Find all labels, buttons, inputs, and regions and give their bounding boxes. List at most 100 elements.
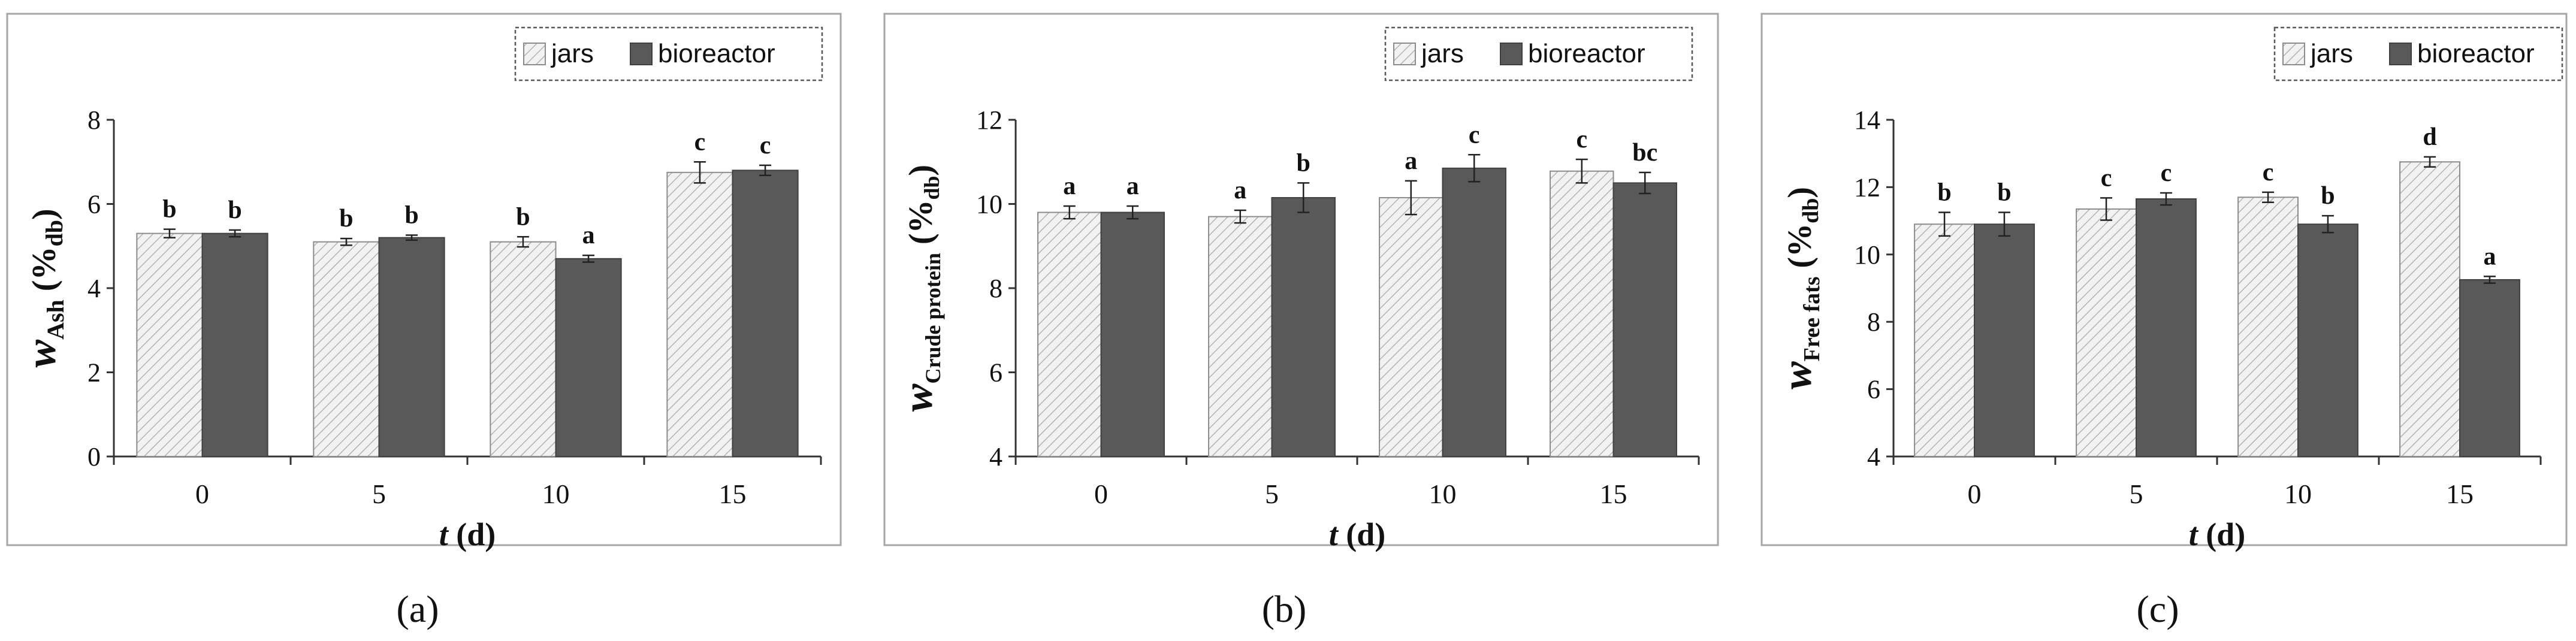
legend-swatch-jars — [523, 43, 546, 65]
bar-jars-0 — [136, 232, 203, 457]
y-tick-label: 8 — [1867, 307, 1880, 337]
significance-letter-jars-10: a — [1405, 147, 1417, 175]
y-axis-title-symbol: w — [895, 383, 941, 412]
x-axis-title: t (d) — [439, 516, 496, 552]
significance-letter-jars-15: c — [1576, 126, 1587, 153]
y-axis-title-unit-open: (% — [902, 200, 940, 253]
significance-letter-jars-10: c — [2263, 159, 2274, 186]
significance-letter-bioreactor-10: a — [582, 222, 595, 249]
chart-panel-c: jars bioreactor 4 6 8 10 12 14 0 b b 5 c c 10 c b 15 d a t (… — [1760, 13, 2568, 630]
legend: jars bioreactor — [2273, 26, 2563, 81]
bar-jars-10 — [490, 241, 557, 457]
significance-letter-bioreactor-5: b — [1297, 149, 1310, 177]
y-axis-title-unit-close: ) — [26, 208, 63, 220]
legend-label-bioreactor: bioreactor — [658, 39, 775, 68]
y-axis-title-subscript: Ash — [42, 300, 69, 340]
significance-letter-bioreactor-0: b — [1997, 179, 2011, 207]
x-tick-label: 5 — [2130, 479, 2143, 509]
bar-jars-0 — [1037, 211, 1102, 457]
y-tick-label: 6 — [989, 358, 1002, 388]
bar-bioreactor-0 — [1100, 211, 1165, 457]
bar-jars-15 — [1550, 170, 1614, 457]
significance-letter-jars-5: a — [1234, 177, 1246, 204]
bar-bioreactor-10 — [2297, 223, 2358, 457]
significance-letter-bioreactor-15: a — [2483, 243, 2496, 270]
y-tick-label: 12 — [1854, 173, 1880, 202]
x-axis-title-symbol: t — [439, 516, 449, 552]
significance-letter-jars-5: c — [2101, 164, 2112, 192]
significance-letter-jars-0: b — [1937, 179, 1951, 207]
y-axis-title: wFree fats (%db) — [1774, 187, 1825, 389]
y-tick-label: 10 — [976, 190, 1002, 219]
panel-caption: (a) — [396, 588, 439, 630]
significance-letter-bioreactor-5: b — [404, 201, 418, 229]
legend-label-jars: jars — [2309, 39, 2353, 68]
y-tick-label: 4 — [87, 274, 101, 303]
x-tick-label: 5 — [1265, 479, 1279, 509]
y-axis-title-symbol: w — [19, 340, 65, 368]
x-tick-label: 10 — [1429, 479, 1457, 509]
y-axis-title-unit-subscript: db — [920, 176, 944, 199]
significance-letter-bioreactor-0: a — [1127, 173, 1139, 200]
bar-bioreactor-0 — [201, 232, 268, 457]
x-axis-title-unit: (d) — [2198, 516, 2246, 552]
bar-bioreactor-5 — [2136, 198, 2197, 457]
y-tick-label: 6 — [1867, 375, 1880, 404]
y-tick-label: 8 — [87, 105, 101, 135]
y-axis-title-symbol: w — [1774, 361, 1820, 389]
y-tick-label: 2 — [87, 358, 101, 388]
legend-label-bioreactor: bioreactor — [1528, 39, 1645, 68]
legend-swatch-jars — [2282, 43, 2305, 65]
bar-bioreactor-5 — [1271, 196, 1336, 457]
panel-caption: (c) — [2136, 588, 2179, 630]
y-axis-title: wAsh (%db) — [19, 208, 69, 367]
y-axis-title-unit-open: (% — [1781, 223, 1819, 277]
significance-letter-bioreactor-10: c — [1469, 121, 1480, 149]
x-axis-title-symbol: t — [2189, 516, 2199, 552]
bar-bioreactor-10 — [1442, 167, 1506, 457]
bar-jars-15 — [666, 171, 733, 457]
y-tick-label: 4 — [989, 442, 1002, 471]
y-tick-label: 0 — [87, 442, 101, 471]
bar-bioreactor-15 — [732, 170, 799, 457]
y-axis-title-unit-open: (% — [26, 247, 63, 300]
legend-box — [514, 26, 823, 81]
panel-caption: (b) — [1262, 588, 1307, 630]
x-tick-label: 5 — [372, 479, 386, 509]
significance-letter-jars-10: b — [516, 203, 530, 231]
y-tick-label: 4 — [1867, 442, 1880, 471]
y-tick-label: 14 — [1854, 105, 1880, 135]
x-tick-label: 15 — [2446, 479, 2474, 509]
bar-jars-5 — [2076, 208, 2137, 457]
bar-jars-5 — [313, 241, 380, 457]
x-axis-title-symbol: t — [1329, 516, 1339, 552]
bar-jars-5 — [1208, 216, 1273, 457]
legend-label-jars: jars — [550, 39, 594, 68]
bar-bioreactor-5 — [378, 237, 445, 457]
legend-swatch-bioreactor — [2389, 43, 2412, 65]
x-tick-label: 15 — [719, 479, 747, 509]
bar-jars-10 — [2237, 196, 2299, 457]
legend-box — [1384, 26, 1693, 81]
bar-bioreactor-0 — [1974, 223, 2035, 457]
significance-letter-jars-0: a — [1063, 173, 1076, 200]
x-tick-label: 0 — [1968, 479, 1982, 509]
y-axis-title-subscript: Free fats — [1799, 277, 1825, 362]
significance-letter-bioreactor-10: b — [2321, 182, 2335, 210]
significance-letter-bioreactor-0: b — [228, 196, 241, 224]
legend-swatch-bioreactor — [1500, 43, 1523, 65]
x-tick-label: 0 — [1094, 479, 1108, 509]
x-axis-title-unit: (d) — [448, 516, 496, 552]
chart-panel-b: jars bioreactor 4 6 8 10 12 0 a a 5 a b 10 a c 15 c bc t (d… — [883, 13, 1719, 630]
x-tick-label: 10 — [542, 479, 570, 509]
bar-jars-10 — [1379, 196, 1443, 457]
legend-swatch-bioreactor — [630, 43, 653, 65]
significance-letter-bioreactor-15: c — [760, 132, 771, 159]
y-axis-title-unit-subscript: db — [41, 220, 68, 247]
significance-letter-jars-15: d — [2423, 123, 2436, 151]
bar-jars-0 — [1914, 223, 1976, 457]
y-axis-title-subscript: Crude protein — [921, 253, 945, 383]
y-tick-label: 6 — [87, 190, 101, 219]
